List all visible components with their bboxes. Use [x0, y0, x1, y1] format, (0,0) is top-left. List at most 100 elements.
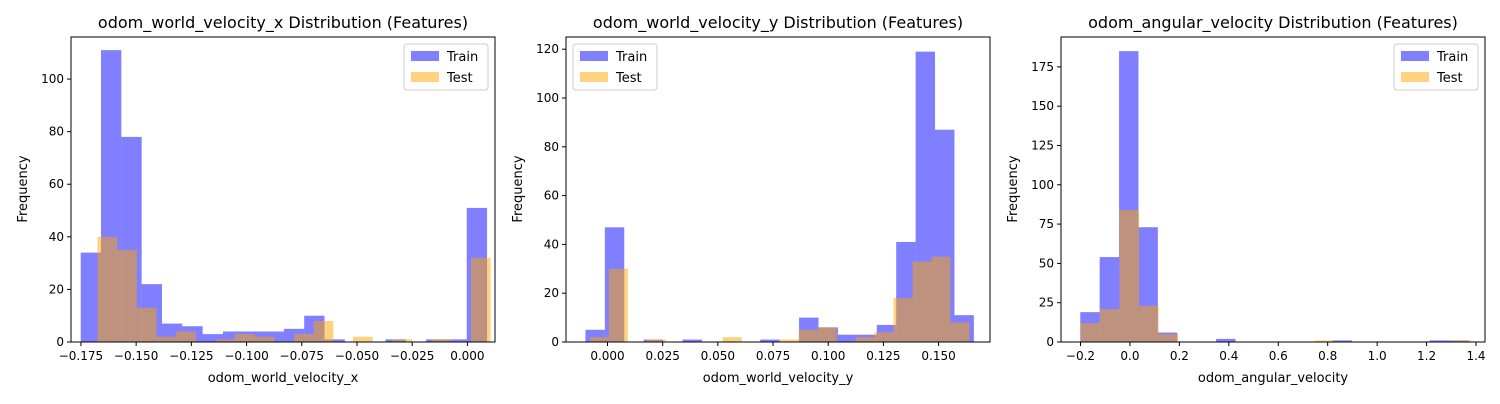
y-tick-label: 75	[1039, 217, 1054, 231]
bar-test	[254, 336, 275, 342]
x-tick-label: −0.100	[224, 349, 268, 363]
y-tick-label: 175	[1031, 60, 1054, 74]
bar-test	[97, 236, 118, 342]
bar-test	[313, 320, 334, 342]
bar-test	[950, 322, 970, 342]
legend: Train Test	[403, 43, 489, 91]
bar-test	[176, 331, 196, 342]
bar-train	[837, 334, 858, 342]
bar-test	[470, 257, 491, 342]
y-tick-label: 60	[49, 177, 64, 191]
bar-test	[156, 336, 177, 342]
bar-test	[1451, 340, 1472, 342]
axes-frame	[565, 36, 991, 343]
axes-frame	[70, 36, 496, 343]
x-tick-label: −0.150	[114, 349, 158, 363]
x-tick-label: 0.8	[1318, 349, 1337, 363]
bar-test	[608, 268, 628, 342]
bar-test	[874, 332, 894, 342]
y-tick-label: 60	[544, 189, 559, 203]
bar-train	[1216, 338, 1236, 342]
legend-label-test: Test	[615, 71, 642, 86]
x-tick-label: 0.0	[1120, 349, 1139, 363]
bar-test	[817, 327, 837, 342]
x-tick-label: −0.025	[390, 349, 434, 363]
histogram-bars	[585, 51, 974, 342]
bar-train	[760, 339, 780, 342]
y-tick-label: 125	[1031, 138, 1054, 152]
bar-train	[222, 331, 244, 342]
x-tick-label: −0.050	[335, 349, 379, 363]
bar-test	[893, 298, 913, 342]
panel-velocity-y: odom_world_velocity_y Distribution (Feat…	[511, 13, 991, 386]
legend: Train Test	[1393, 43, 1479, 91]
legend-label-train: Train	[446, 50, 478, 65]
x-tick-label: −0.075	[280, 349, 324, 363]
y-tick-label: 40	[49, 230, 64, 244]
bar-train	[446, 339, 467, 342]
bar-train	[80, 252, 102, 342]
x-tick-label: 0.000	[450, 349, 484, 363]
legend: Train Test	[572, 43, 658, 91]
x-tick-label: 0.150	[921, 349, 955, 363]
y-tick-label: 25	[1039, 296, 1054, 310]
bar-test	[1119, 209, 1140, 342]
x-tick-label: −0.2	[1066, 349, 1095, 363]
legend-label-train: Train	[1436, 50, 1468, 65]
y-tick-label: 0	[1046, 335, 1054, 349]
bar-test	[779, 339, 799, 342]
bar-test	[855, 337, 875, 342]
legend-label-test: Test	[446, 71, 473, 86]
bar-test	[235, 334, 255, 342]
y-tick-label: 100	[41, 72, 64, 86]
bar-test	[1314, 340, 1335, 342]
legend-swatch-train	[411, 51, 439, 61]
bar-train	[324, 339, 345, 342]
bar-test	[646, 339, 666, 342]
bar-test	[431, 339, 452, 342]
panel-title: odom_world_velocity_x Distribution (Feat…	[98, 13, 468, 33]
y-tick-label: 80	[49, 125, 64, 139]
y-tick-label: 80	[544, 140, 559, 154]
bar-test	[931, 256, 951, 342]
legend-label-test: Test	[1436, 71, 1463, 86]
panel-angular-velocity: odom_angular_velocity Distribution (Feat…	[1006, 13, 1486, 386]
x-tick-label: 0.050	[701, 349, 735, 363]
bar-test	[117, 249, 137, 342]
y-tick-label: 120	[536, 42, 559, 56]
x-tick-label: −0.175	[59, 349, 103, 363]
bar-train	[682, 339, 702, 342]
y-tick-label: 40	[544, 237, 559, 251]
x-tick-label: 1.0	[1368, 349, 1387, 363]
bar-test	[392, 339, 412, 342]
axes-frame	[1060, 36, 1486, 343]
x-tick-label: 0.025	[645, 349, 679, 363]
y-tick-label: 20	[49, 282, 64, 296]
y-tick-label: 20	[544, 286, 559, 300]
x-tick-label: −0.125	[169, 349, 213, 363]
legend-swatch-test	[1401, 72, 1429, 82]
bar-train	[1429, 340, 1449, 342]
panel-velocity-x: odom_world_velocity_x Distribution (Feat…	[16, 13, 496, 386]
histogram-bars	[80, 50, 491, 343]
x-axis-label: odom_world_velocity_x	[208, 371, 359, 386]
legend-swatch-test	[411, 72, 439, 82]
bar-test	[136, 307, 157, 342]
y-tick-label: 0	[56, 335, 64, 349]
bar-test	[215, 339, 236, 342]
bar-test	[353, 336, 373, 342]
x-tick-label: 1.4	[1466, 349, 1485, 363]
bar-test	[1158, 334, 1179, 342]
y-axis-label: Frequency	[1006, 155, 1021, 222]
bar-test	[1080, 323, 1101, 342]
bar-train	[1332, 340, 1352, 342]
y-tick-label: 150	[1031, 99, 1054, 113]
y-tick-label: 50	[1039, 256, 1054, 270]
x-axis-label: odom_world_velocity_y	[703, 371, 854, 386]
x-tick-label: 0.075	[756, 349, 790, 363]
x-tick-label: 1.2	[1417, 349, 1436, 363]
panel-title: odom_angular_velocity Distribution (Feat…	[1088, 13, 1458, 33]
y-tick-label: 100	[1031, 178, 1054, 192]
